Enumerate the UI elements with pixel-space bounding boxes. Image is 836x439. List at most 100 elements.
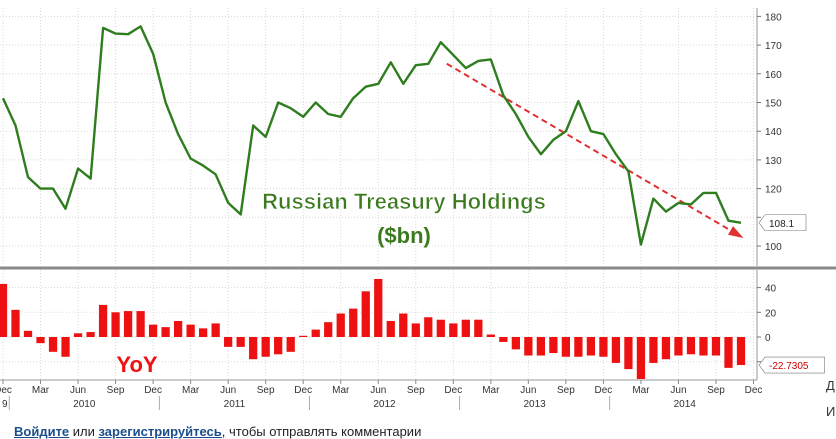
year-label: 2013 [523, 399, 546, 410]
last-yoy-tag-text: -22.7305 [769, 361, 809, 372]
yoy-bar [261, 337, 270, 357]
yoy-bar [186, 324, 195, 337]
chart-subtitle: ($bn) [377, 223, 431, 248]
trend-arrow [446, 62, 744, 238]
yoy-label: YoY [116, 352, 157, 377]
x-tick-label: Mar [632, 385, 650, 396]
yoy-bar [536, 337, 545, 356]
x-tick-label: Dec [294, 385, 312, 396]
holdings-line [1, 25, 742, 246]
yoy-bar [349, 308, 358, 337]
yoy-bar [499, 337, 508, 342]
yoy-bar [711, 337, 721, 356]
last-value-tag-text: 108.1 [769, 219, 794, 230]
axes: 100110120130140150160170180-2002040108.1… [0, 8, 836, 410]
yoy-bar [36, 337, 45, 344]
yoy-bar [211, 323, 220, 337]
yoy-bar [98, 304, 108, 337]
yoy-bar [411, 323, 420, 337]
yoy-bar [274, 337, 283, 355]
side-text-fragment-2: И [826, 404, 836, 419]
yoy-bar [574, 337, 583, 357]
login-link[interactable]: Войдите [14, 424, 70, 439]
y-tick-label: 140 [765, 127, 782, 138]
yoy-bar [61, 337, 70, 357]
year-label: 2012 [373, 399, 396, 410]
yoy-bar [686, 337, 696, 355]
x-tick-label: Jun [70, 385, 86, 396]
yoy-bar [173, 320, 183, 337]
yoy-bar [299, 335, 308, 337]
x-tick-label: Dec [144, 385, 162, 396]
x-tick-label: Sep [107, 385, 125, 396]
yoy-bar [736, 337, 746, 366]
x-tick-label: Jun [520, 385, 536, 396]
yoy-bar [449, 323, 458, 337]
yoy-bar [599, 337, 608, 357]
yoy-bar [336, 313, 345, 337]
register-link[interactable]: зарегистрируйтесь [98, 424, 222, 439]
yoy-bar [73, 333, 83, 337]
yoy-bar [549, 337, 558, 354]
last-yoy-tag: -22.7305 [758, 356, 825, 374]
x-tick-label: Jun [370, 385, 386, 396]
yoy-bar [123, 311, 133, 337]
y-tick-label: 120 [765, 185, 782, 196]
yoy-bars-layer [0, 278, 746, 379]
y-tick-label: 150 [765, 99, 782, 110]
x-tick-label: Sep [557, 385, 575, 396]
edge-year-fragment: 9 [2, 399, 8, 410]
yoy-bar [399, 313, 408, 337]
or-text: или [69, 424, 99, 439]
yoy-bar [511, 337, 520, 350]
yoy-bar [624, 337, 633, 370]
x-tick-label: Mar [32, 385, 50, 396]
yoy-bar [461, 319, 470, 337]
yoy-bar [424, 317, 433, 337]
trend-arrow-head [727, 226, 744, 238]
x-tick-label: Sep [707, 385, 725, 396]
x-tick-label: Jun [670, 385, 686, 396]
x-tick-label: Mar [182, 385, 200, 396]
yoy-bar [649, 337, 658, 363]
trend-arrow-line [446, 62, 741, 237]
yoy-bar [374, 278, 383, 337]
last-yoy-tag-bg [758, 356, 825, 374]
yoy-bar [236, 337, 245, 347]
x-tick-label: Dec [444, 385, 462, 396]
yoy-bar [0, 283, 8, 337]
yoy-bar [724, 337, 733, 368]
y-tick-label: 20 [765, 308, 777, 319]
yoy-bar [311, 329, 320, 337]
y-tick-label: 180 [765, 12, 782, 23]
yoy-bar [286, 337, 295, 352]
x-tick-label: Jun [220, 385, 236, 396]
yoy-bar [474, 319, 483, 337]
yoy-bar [661, 337, 671, 360]
yoy-bar [148, 324, 158, 337]
yoy-bar [224, 337, 233, 347]
yoy-bar [636, 337, 646, 379]
x-tick-label: Mar [482, 385, 500, 396]
y-tick-label: 130 [765, 156, 782, 167]
last-value-tag: 108.1 [758, 214, 807, 232]
yoy-bar [561, 337, 571, 357]
yoy-bar [199, 328, 208, 337]
holdings-line-layer [1, 25, 742, 246]
chart-title: Russian Treasury Holdings [262, 189, 546, 214]
y-tick-label: 0 [765, 333, 771, 344]
yoy-bar [11, 309, 20, 337]
yoy-bar [524, 337, 533, 356]
yoy-bar [361, 291, 370, 337]
yoy-bar [249, 337, 258, 360]
y-tick-label: 100 [765, 242, 782, 253]
side-text-fragment: Д [826, 378, 835, 393]
yoy-bar [48, 337, 58, 352]
yoy-bar [486, 334, 495, 337]
year-label: 2014 [674, 399, 697, 410]
yoy-bar [161, 327, 170, 337]
x-tick-label: Dec [595, 385, 613, 396]
yoy-bar [674, 337, 683, 356]
yoy-bar [111, 312, 120, 337]
